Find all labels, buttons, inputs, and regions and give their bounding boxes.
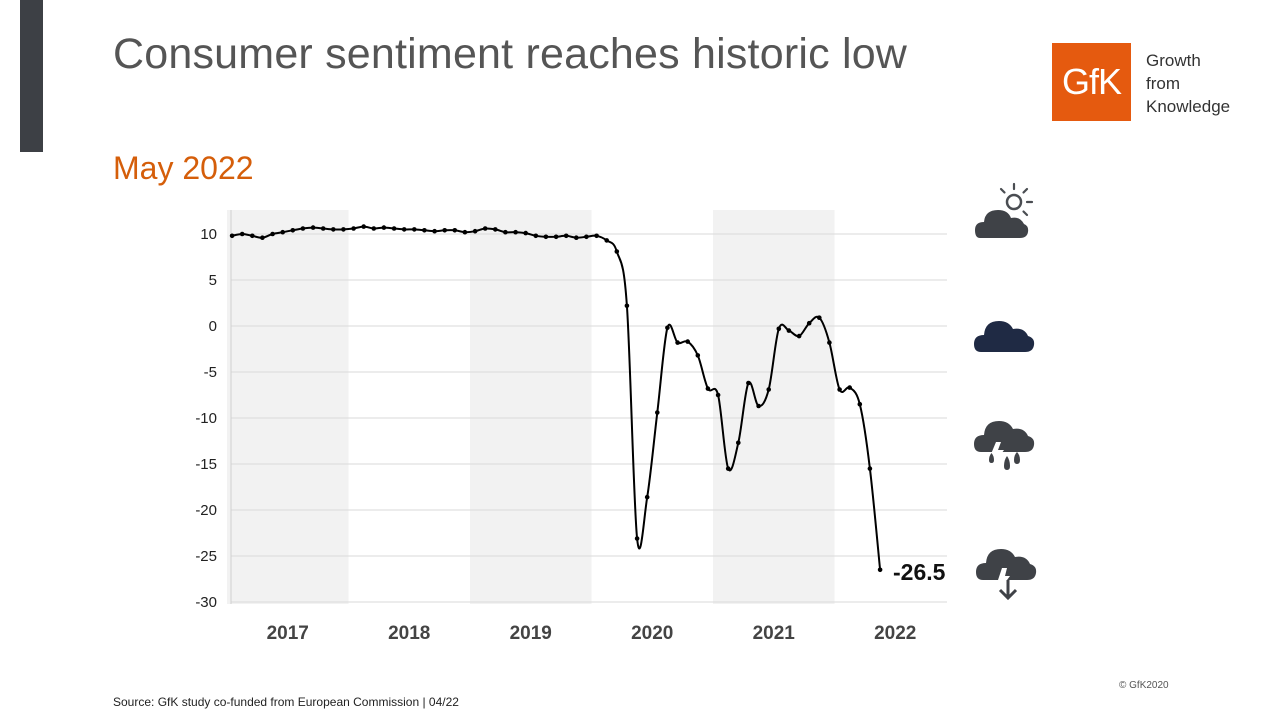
logo-tagline: Growth from Knowledge — [1146, 49, 1266, 118]
rain-cloud-icon — [974, 421, 1035, 470]
copyright: © GfK2020 — [1119, 680, 1169, 691]
data-point — [715, 392, 721, 398]
data-point — [756, 403, 761, 409]
y-tick-label: -20 — [195, 502, 217, 519]
data-point — [725, 466, 731, 471]
data-point — [523, 230, 528, 236]
data-point — [837, 387, 842, 392]
data-point — [391, 226, 397, 231]
data-point — [543, 234, 549, 240]
data-point — [594, 233, 599, 239]
data-point — [260, 235, 265, 240]
tagline-line: Growth — [1146, 51, 1201, 70]
data-point — [705, 386, 711, 391]
data-point — [877, 567, 883, 573]
data-point — [422, 228, 427, 233]
y-tick-label: -15 — [195, 456, 217, 473]
data-point — [533, 233, 539, 239]
data-point — [817, 315, 822, 321]
data-point — [280, 229, 286, 235]
accent-bar — [20, 0, 43, 152]
data-point — [493, 227, 498, 232]
y-tick-label: -10 — [195, 410, 217, 427]
data-point — [341, 227, 346, 232]
gfk-logo: GfK — [1052, 43, 1131, 121]
cloud-down-arrow-icon — [976, 549, 1037, 601]
data-point — [361, 224, 367, 229]
data-point — [472, 228, 478, 234]
data-point — [614, 249, 620, 254]
sun-cloud-icon — [975, 182, 1034, 238]
x-tick-label: 2021 — [753, 623, 796, 644]
data-point — [229, 233, 235, 239]
page-title: Consumer sentiment reaches historic low — [113, 30, 908, 78]
data-point — [320, 226, 326, 231]
data-point — [371, 226, 377, 231]
data-point — [675, 340, 680, 345]
data-point — [412, 227, 417, 232]
x-tick-label: 2017 — [267, 623, 309, 644]
last-value-label: -26.5 — [893, 559, 946, 585]
data-point — [563, 233, 569, 239]
data-point — [432, 228, 437, 234]
data-point — [776, 326, 782, 332]
data-point — [644, 494, 650, 500]
data-point — [513, 229, 518, 235]
data-point — [695, 353, 701, 358]
data-point — [503, 229, 508, 235]
data-point — [300, 226, 306, 231]
source-note: Source: GfK study co-funded from Europea… — [113, 695, 459, 709]
y-tick-label: 5 — [209, 272, 217, 289]
data-point — [239, 231, 245, 237]
data-point — [796, 333, 802, 339]
page-subtitle: May 2022 — [113, 150, 254, 186]
data-point — [452, 228, 458, 233]
data-point — [310, 225, 316, 230]
data-point — [736, 440, 741, 446]
data-point — [867, 466, 873, 471]
y-tick-label: -5 — [204, 364, 217, 381]
data-point — [553, 234, 559, 240]
data-point — [655, 410, 660, 415]
year-band — [470, 210, 592, 604]
data-point — [584, 234, 589, 240]
data-point — [482, 226, 488, 231]
tagline-line: Knowledge — [1146, 97, 1231, 116]
data-point — [604, 238, 609, 243]
data-point — [270, 231, 275, 237]
data-point — [685, 339, 690, 344]
year-band — [713, 210, 835, 604]
dark-cloud-icon — [974, 321, 1035, 352]
x-tick-label: 2018 — [388, 623, 430, 644]
data-point — [827, 340, 832, 345]
data-point — [574, 235, 579, 240]
data-point — [634, 536, 640, 541]
data-point — [331, 227, 336, 232]
y-tick-label: -30 — [195, 594, 217, 611]
data-point — [381, 225, 387, 230]
data-point — [847, 385, 852, 390]
data-point — [786, 328, 792, 333]
y-tick-label: 10 — [200, 226, 217, 243]
year-band — [227, 210, 349, 604]
data-point — [290, 228, 296, 233]
data-point — [442, 228, 448, 233]
y-tick-label: -25 — [195, 548, 217, 565]
tagline-line: from — [1146, 74, 1180, 93]
x-tick-label: 2019 — [510, 623, 552, 644]
data-point — [806, 320, 812, 326]
data-point — [462, 229, 468, 235]
data-point — [746, 380, 751, 386]
x-tick-label: 2020 — [631, 623, 673, 644]
data-point — [401, 227, 407, 232]
data-point — [624, 303, 630, 309]
data-point — [857, 401, 863, 407]
x-tick-label: 2022 — [874, 623, 916, 644]
data-point — [351, 226, 356, 231]
data-point — [665, 325, 670, 331]
data-point — [766, 387, 771, 392]
y-tick-label: 0 — [209, 318, 217, 335]
data-point — [250, 233, 255, 239]
